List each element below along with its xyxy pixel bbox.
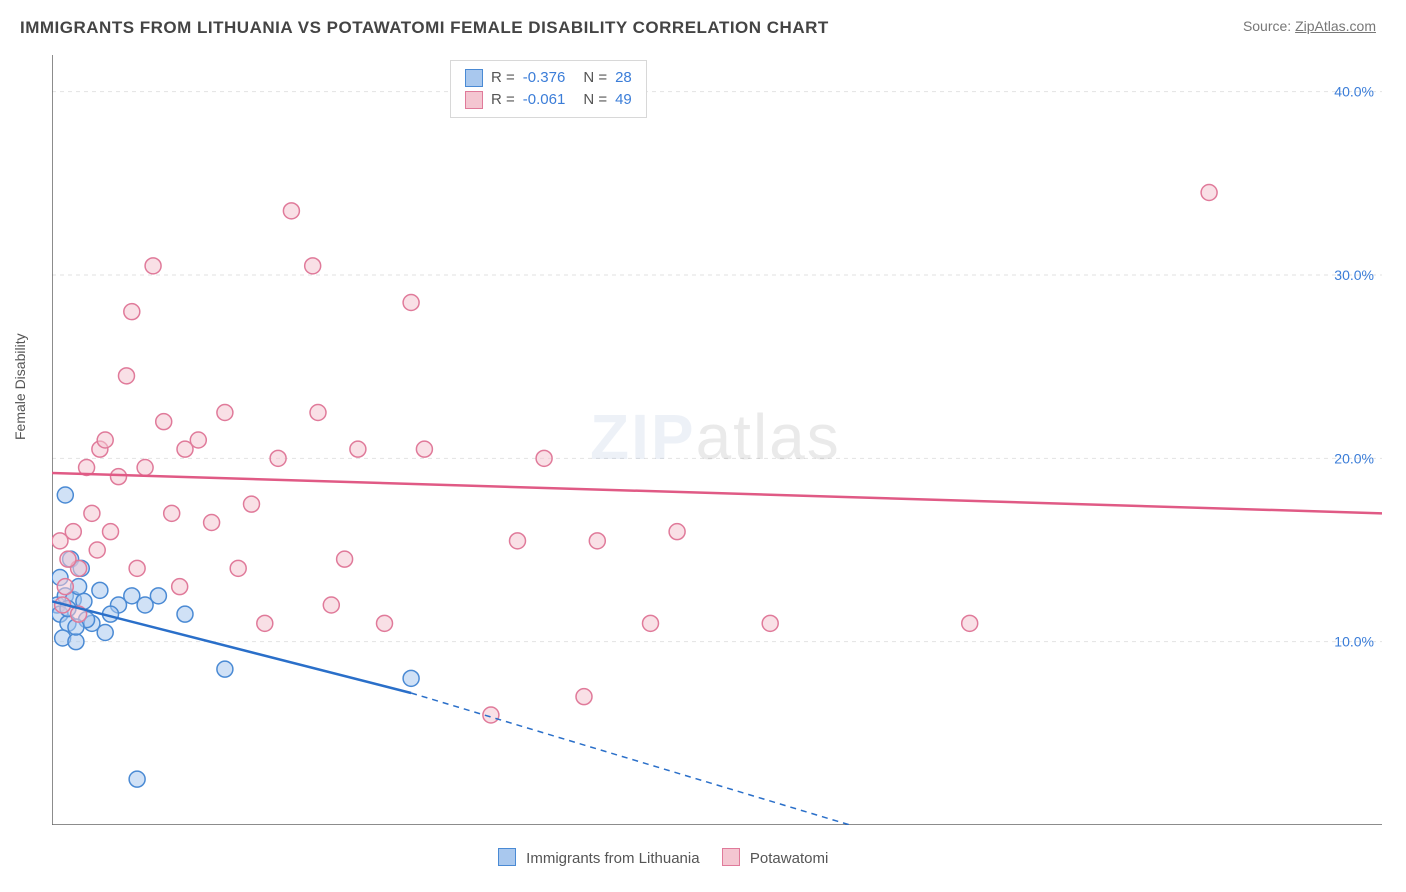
data-point <box>103 524 119 540</box>
source-prefix: Source: <box>1243 18 1295 34</box>
data-point <box>403 670 419 686</box>
data-point <box>536 450 552 466</box>
data-point <box>89 542 105 558</box>
data-point <box>137 460 153 476</box>
legend-r-label: R = <box>491 89 515 111</box>
data-point <box>145 258 161 274</box>
data-point <box>164 505 180 521</box>
data-point <box>257 615 273 631</box>
data-point <box>217 661 233 677</box>
data-point <box>129 771 145 787</box>
legend-n-label: N = <box>583 67 607 89</box>
legend-swatch <box>465 91 483 109</box>
data-point <box>97 625 113 641</box>
legend-swatch <box>465 69 483 87</box>
legend-n-value: 28 <box>615 67 632 89</box>
data-point <box>204 515 220 531</box>
trend-line-extrapolated <box>411 693 850 825</box>
data-point <box>60 551 76 567</box>
source-attribution: Source: ZipAtlas.com <box>1243 18 1376 34</box>
legend-row: R = -0.376 N = 28 <box>465 67 632 89</box>
legend-n-label: N = <box>583 89 607 111</box>
legend-r-value: -0.061 <box>523 89 566 111</box>
source-link[interactable]: ZipAtlas.com <box>1295 18 1376 34</box>
y-tick-label: 20.0% <box>1334 450 1374 466</box>
data-point <box>416 441 432 457</box>
data-point <box>762 615 778 631</box>
data-point <box>129 560 145 576</box>
data-point <box>510 533 526 549</box>
data-point <box>270 450 286 466</box>
data-point <box>962 615 978 631</box>
data-point <box>65 524 81 540</box>
data-point <box>1201 185 1217 201</box>
legend-swatch <box>498 848 516 866</box>
data-point <box>111 469 127 485</box>
data-point <box>669 524 685 540</box>
data-point <box>156 414 172 430</box>
y-tick-label: 40.0% <box>1334 84 1374 100</box>
legend-swatch <box>722 848 740 866</box>
legend-r-label: R = <box>491 67 515 89</box>
series-legend: Immigrants from Lithuania Potawatomi <box>480 848 828 867</box>
data-point <box>643 615 659 631</box>
chart-title: IMMIGRANTS FROM LITHUANIA VS POTAWATOMI … <box>20 18 829 38</box>
data-point <box>310 405 326 421</box>
legend-n-value: 49 <box>615 89 632 111</box>
data-point <box>403 295 419 311</box>
scatter-chart: 10.0%20.0%30.0%40.0%0.0%50.0% <box>52 55 1382 825</box>
data-point <box>576 689 592 705</box>
data-point <box>177 606 193 622</box>
data-point <box>57 579 73 595</box>
data-point <box>230 560 246 576</box>
data-point <box>84 505 100 521</box>
data-point <box>150 588 166 604</box>
legend-r-value: -0.376 <box>523 67 566 89</box>
data-point <box>217 405 233 421</box>
y-tick-label: 10.0% <box>1334 634 1374 650</box>
legend-series-label: Immigrants from Lithuania <box>526 850 699 867</box>
data-point <box>97 432 113 448</box>
data-point <box>190 432 206 448</box>
legend-series-label: Potawatomi <box>750 850 828 867</box>
y-tick-label: 30.0% <box>1334 267 1374 283</box>
legend-row: R = -0.061 N = 49 <box>465 89 632 111</box>
y-axis-label: Female Disability <box>12 333 28 440</box>
data-point <box>589 533 605 549</box>
data-point <box>57 487 73 503</box>
data-point <box>92 582 108 598</box>
data-point <box>244 496 260 512</box>
data-point <box>68 634 84 650</box>
data-point <box>124 304 140 320</box>
data-point <box>323 597 339 613</box>
data-point <box>350 441 366 457</box>
data-point <box>283 203 299 219</box>
data-point <box>172 579 188 595</box>
correlation-legend: R = -0.376 N = 28 R = -0.061 N = 49 <box>450 60 647 118</box>
data-point <box>118 368 134 384</box>
data-point <box>305 258 321 274</box>
data-point <box>337 551 353 567</box>
trend-line <box>52 601 411 693</box>
data-point <box>377 615 393 631</box>
